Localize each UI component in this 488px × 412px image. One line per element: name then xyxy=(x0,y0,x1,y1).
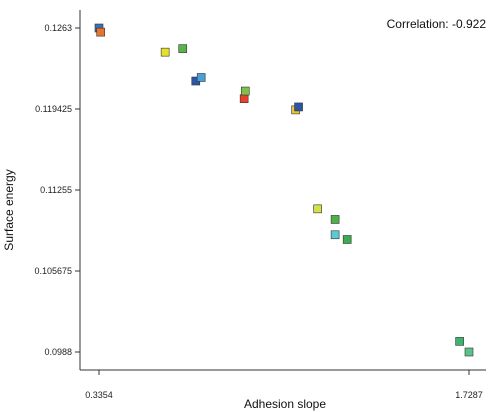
x-tick-label: 1.7287 xyxy=(455,390,483,400)
y-axis-title: Surface energy xyxy=(2,169,16,250)
y-tick-label: 0.1263 xyxy=(44,23,72,33)
data-point xyxy=(464,347,474,357)
data-point xyxy=(160,47,170,57)
data-point xyxy=(330,215,340,224)
data-point xyxy=(455,337,464,346)
data-point xyxy=(294,102,303,112)
x-axis-title: Adhesion slope xyxy=(244,397,326,411)
correlation-annotation: Correlation: -0.922 xyxy=(387,17,487,31)
data-point xyxy=(178,44,188,53)
data-point xyxy=(240,86,250,96)
data-point xyxy=(342,235,352,244)
data-point xyxy=(196,73,206,82)
data-point xyxy=(330,230,340,240)
y-tick-label: 0.11255 xyxy=(40,185,72,195)
y-tick-label: 0.119425 xyxy=(35,104,72,114)
x-tick-label: 0.3354 xyxy=(85,390,113,400)
y-tick-label: 0.105675 xyxy=(34,266,72,276)
y-tick-label: 0.0988 xyxy=(44,347,72,357)
data-point xyxy=(96,27,105,37)
data-point xyxy=(239,94,249,103)
data-point xyxy=(313,204,322,214)
